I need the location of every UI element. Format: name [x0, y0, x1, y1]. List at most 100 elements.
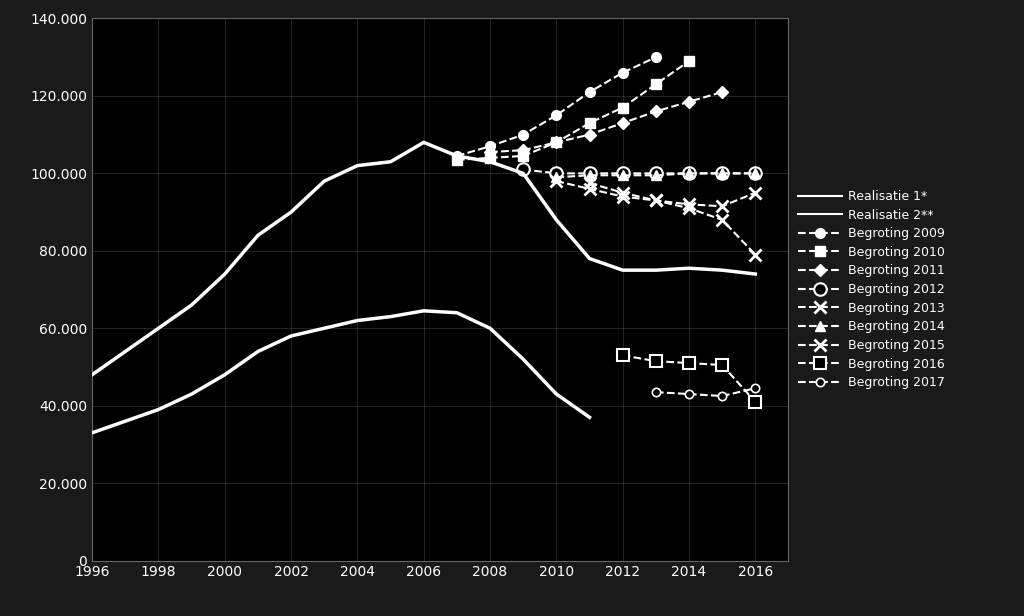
Realisatie 1* [153, 325, 165, 332]
Begroting 2016 [716, 362, 728, 369]
Begroting 2016 [683, 359, 695, 367]
Begroting 2010 [584, 120, 596, 127]
Begroting 2015 [683, 205, 695, 212]
Realisatie 2** [153, 406, 165, 413]
Realisatie 2** [252, 348, 264, 355]
Realisatie 2** [219, 371, 231, 378]
Begroting 2015 [649, 197, 662, 204]
Realisatie 1* [517, 169, 529, 177]
Begroting 2017 [683, 391, 695, 398]
Begroting 2016 [750, 398, 762, 405]
Begroting 2013 [750, 189, 762, 197]
Line: Begroting 2013: Begroting 2013 [550, 175, 762, 213]
Realisatie 1* [584, 255, 596, 262]
Line: Begroting 2011: Begroting 2011 [486, 88, 726, 156]
Begroting 2016 [649, 357, 662, 365]
Begroting 2010 [484, 154, 497, 161]
Begroting 2014 [550, 174, 562, 181]
Begroting 2015 [716, 216, 728, 224]
Begroting 2010 [683, 57, 695, 65]
Realisatie 1* [318, 177, 331, 185]
Realisatie 1* [616, 267, 629, 274]
Begroting 2017 [716, 392, 728, 400]
Begroting 2010 [550, 139, 562, 146]
Begroting 2015 [750, 251, 762, 258]
Realisatie 2** [285, 332, 297, 339]
Begroting 2012 [716, 169, 728, 177]
Realisatie 2** [318, 325, 331, 332]
Line: Begroting 2010: Begroting 2010 [452, 56, 694, 164]
Realisatie 1* [550, 216, 562, 224]
Begroting 2014 [584, 172, 596, 179]
Realisatie 2** [584, 413, 596, 421]
Begroting 2012 [517, 166, 529, 173]
Realisatie 1* [384, 158, 396, 166]
Line: Begroting 2017: Begroting 2017 [651, 384, 760, 400]
Line: Begroting 2009: Begroting 2009 [452, 52, 660, 161]
Begroting 2012 [616, 169, 629, 177]
Realisatie 2** [418, 307, 430, 315]
Begroting 2014 [649, 172, 662, 179]
Begroting 2009 [550, 111, 562, 119]
Begroting 2011 [484, 148, 497, 156]
Begroting 2016 [616, 352, 629, 359]
Realisatie 2** [86, 429, 98, 437]
Line: Begroting 2012: Begroting 2012 [517, 163, 762, 180]
Realisatie 2** [550, 391, 562, 398]
Begroting 2010 [517, 152, 529, 160]
Realisatie 2** [517, 355, 529, 363]
Begroting 2009 [649, 54, 662, 61]
Line: Realisatie 1*: Realisatie 1* [92, 142, 756, 375]
Realisatie 1* [716, 267, 728, 274]
Line: Realisatie 2**: Realisatie 2** [92, 311, 590, 433]
Begroting 2010 [649, 81, 662, 88]
Begroting 2013 [550, 177, 562, 185]
Realisatie 2** [451, 309, 463, 317]
Begroting 2010 [616, 104, 629, 111]
Realisatie 1* [649, 267, 662, 274]
Begroting 2012 [649, 169, 662, 177]
Begroting 2014 [683, 169, 695, 177]
Realisatie 1* [119, 348, 131, 355]
Realisatie 1* [219, 270, 231, 278]
Realisatie 1* [86, 371, 98, 378]
Line: Begroting 2014: Begroting 2014 [552, 169, 760, 182]
Realisatie 1* [252, 232, 264, 239]
Realisatie 1* [484, 158, 497, 166]
Begroting 2009 [616, 69, 629, 76]
Realisatie 1* [185, 301, 198, 309]
Legend: Realisatie 1*, Realisatie 2**, Begroting 2009, Begroting 2010, Begroting 2011, B: Realisatie 1*, Realisatie 2**, Begroting… [799, 190, 945, 389]
Realisatie 1* [683, 264, 695, 272]
Begroting 2010 [451, 156, 463, 163]
Begroting 2012 [550, 169, 562, 177]
Begroting 2009 [584, 88, 596, 95]
Realisatie 2** [185, 391, 198, 398]
Begroting 2014 [750, 169, 762, 177]
Realisatie 1* [351, 162, 364, 169]
Begroting 2013 [649, 197, 662, 204]
Begroting 2017 [750, 384, 762, 392]
Realisatie 1* [750, 270, 762, 278]
Begroting 2009 [517, 131, 529, 139]
Begroting 2013 [683, 201, 695, 208]
Begroting 2014 [616, 172, 629, 179]
Begroting 2015 [616, 189, 629, 197]
Realisatie 2** [351, 317, 364, 324]
Line: Begroting 2015: Begroting 2015 [584, 177, 762, 261]
Realisatie 2** [119, 418, 131, 425]
Begroting 2009 [484, 142, 497, 150]
Realisatie 2** [384, 313, 396, 320]
Begroting 2013 [584, 185, 596, 193]
Begroting 2012 [750, 169, 762, 177]
Realisatie 1* [451, 152, 463, 160]
Begroting 2011 [550, 139, 562, 146]
Begroting 2011 [616, 120, 629, 127]
Begroting 2017 [649, 389, 662, 396]
Begroting 2013 [616, 193, 629, 200]
Begroting 2011 [716, 88, 728, 95]
Begroting 2011 [683, 98, 695, 105]
Begroting 2009 [451, 152, 463, 160]
Begroting 2014 [716, 169, 728, 177]
Begroting 2012 [584, 169, 596, 177]
Begroting 2011 [517, 147, 529, 154]
